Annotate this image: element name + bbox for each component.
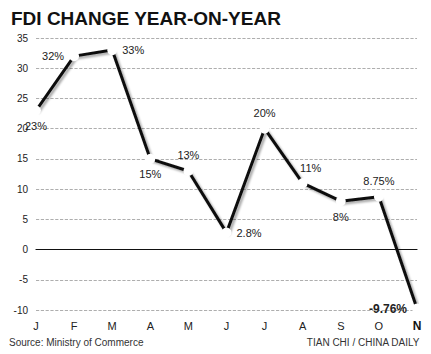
- svg-text:M: M: [184, 320, 193, 332]
- svg-text:13%: 13%: [177, 149, 199, 161]
- svg-text:J: J: [262, 320, 268, 332]
- svg-text:30: 30: [17, 63, 29, 74]
- svg-text:23%: 23%: [25, 120, 47, 132]
- svg-text:10: 10: [17, 184, 29, 195]
- svg-text:8%: 8%: [333, 211, 349, 223]
- svg-text:N: N: [413, 319, 422, 333]
- svg-text:-10: -10: [14, 305, 29, 316]
- svg-text:J: J: [33, 320, 39, 332]
- svg-text:M: M: [108, 320, 117, 332]
- svg-text:-9.76%: -9.76%: [369, 302, 407, 316]
- svg-text:35: 35: [17, 33, 29, 44]
- svg-text:O: O: [375, 320, 384, 332]
- svg-text:A: A: [147, 320, 155, 332]
- svg-text:25: 25: [17, 93, 29, 104]
- svg-text:2.8%: 2.8%: [237, 227, 262, 239]
- svg-text:20: 20: [16, 123, 28, 135]
- svg-text:F: F: [71, 320, 78, 332]
- svg-text:8.75%: 8.75%: [363, 175, 394, 187]
- svg-text:33%: 33%: [122, 44, 144, 56]
- svg-text:11%: 11%: [300, 162, 321, 174]
- svg-text:32%: 32%: [42, 50, 64, 62]
- svg-text:0: 0: [22, 244, 28, 255]
- svg-text:15%: 15%: [139, 168, 161, 180]
- svg-text:20%: 20%: [254, 107, 276, 119]
- svg-text:FDI CHANGE YEAR-ON-YEAR: FDI CHANGE YEAR-ON-YEAR: [11, 8, 281, 29]
- svg-text:TIAN CHI / CHINA DAILY: TIAN CHI / CHINA DAILY: [307, 337, 420, 348]
- svg-text:Source: Ministry of Commerce: Source: Ministry of Commerce: [9, 337, 144, 348]
- svg-text:S: S: [337, 320, 344, 332]
- svg-text:A: A: [299, 320, 307, 332]
- svg-text:-5: -5: [19, 274, 28, 285]
- svg-text:J: J: [224, 320, 230, 332]
- svg-text:5: 5: [22, 214, 28, 225]
- svg-text:15: 15: [17, 153, 29, 164]
